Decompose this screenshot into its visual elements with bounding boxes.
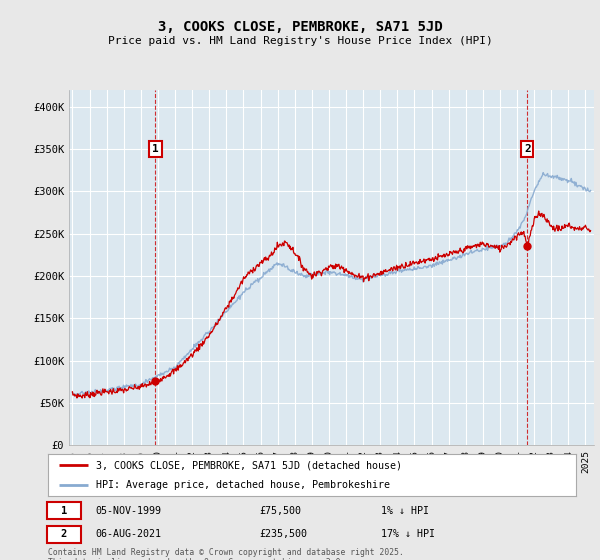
Text: 3, COOKS CLOSE, PEMBROKE, SA71 5JD (detached house): 3, COOKS CLOSE, PEMBROKE, SA71 5JD (deta…: [95, 460, 401, 470]
Text: Price paid vs. HM Land Registry's House Price Index (HPI): Price paid vs. HM Land Registry's House …: [107, 36, 493, 46]
Text: £235,500: £235,500: [259, 529, 307, 539]
Text: 17% ↓ HPI: 17% ↓ HPI: [380, 529, 434, 539]
Text: Contains HM Land Registry data © Crown copyright and database right 2025.
This d: Contains HM Land Registry data © Crown c…: [48, 548, 404, 560]
Text: 2: 2: [524, 144, 530, 154]
Text: 06-AUG-2021: 06-AUG-2021: [95, 529, 161, 539]
Text: 1: 1: [61, 506, 67, 516]
Text: 05-NOV-1999: 05-NOV-1999: [95, 506, 161, 516]
FancyBboxPatch shape: [47, 502, 81, 520]
FancyBboxPatch shape: [47, 525, 81, 543]
Text: 1% ↓ HPI: 1% ↓ HPI: [380, 506, 428, 516]
Text: 3, COOKS CLOSE, PEMBROKE, SA71 5JD: 3, COOKS CLOSE, PEMBROKE, SA71 5JD: [158, 20, 442, 34]
Text: 2: 2: [61, 529, 67, 539]
Text: 1: 1: [152, 144, 159, 154]
Text: HPI: Average price, detached house, Pembrokeshire: HPI: Average price, detached house, Pemb…: [95, 480, 389, 490]
Text: £75,500: £75,500: [259, 506, 301, 516]
